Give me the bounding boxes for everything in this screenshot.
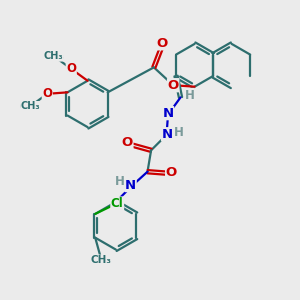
- Text: CH₃: CH₃: [91, 255, 112, 265]
- Text: O: O: [122, 136, 133, 149]
- Text: O: O: [51, 51, 60, 61]
- Text: CH₃: CH₃: [44, 51, 64, 61]
- Text: O: O: [166, 166, 177, 179]
- Text: O: O: [66, 62, 76, 75]
- Text: O: O: [156, 37, 167, 50]
- Text: H: H: [115, 175, 125, 188]
- Text: CH₃: CH₃: [20, 101, 40, 111]
- Text: CH₃: CH₃: [43, 51, 64, 61]
- Text: O: O: [168, 79, 179, 92]
- Text: H: H: [174, 126, 184, 139]
- Text: N: N: [163, 106, 174, 120]
- Text: CH₃: CH₃: [19, 102, 40, 112]
- Text: O: O: [42, 87, 52, 100]
- Text: N: N: [125, 178, 136, 192]
- Text: Cl: Cl: [111, 197, 124, 210]
- Text: H: H: [184, 88, 194, 101]
- Text: N: N: [162, 128, 173, 141]
